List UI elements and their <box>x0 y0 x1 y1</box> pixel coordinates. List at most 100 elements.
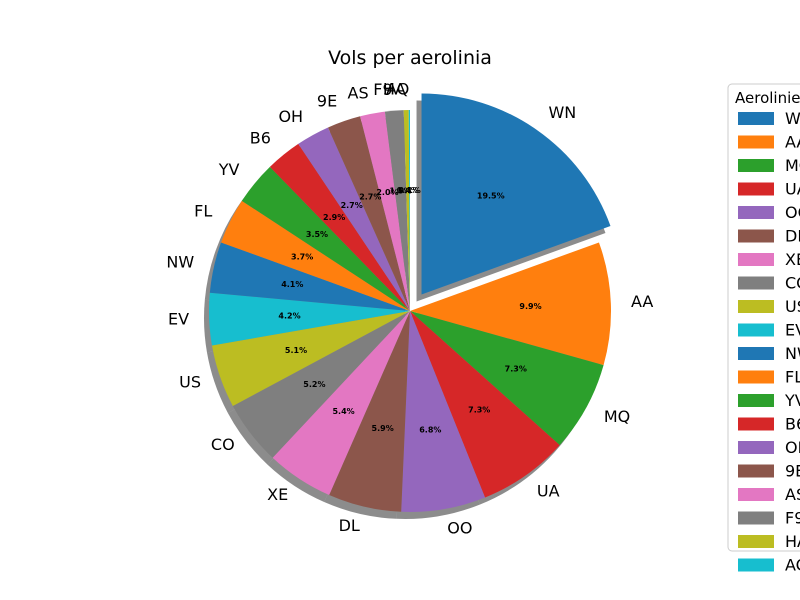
pie-slice-ev <box>209 292 410 346</box>
slice-label-xe: XE <box>267 485 288 504</box>
legend-swatch-ua <box>738 182 774 196</box>
slice-label-wn: WN <box>548 103 576 122</box>
pie-slice-b6 <box>269 143 410 311</box>
pie-slice-yv <box>241 166 410 311</box>
pie-slice-oh <box>298 127 410 311</box>
pie-slice-ha <box>403 110 410 311</box>
label-layer: WN 19.5% AA 9.9% MQ 7.3% UA 7.3% OO 6.8% DL 5.9% XE 5… <box>166 79 653 537</box>
chart-title: Vols per aerolinia <box>328 47 492 69</box>
slice-label-dl: DL <box>339 516 360 535</box>
legend-label-xe: XE <box>785 250 800 269</box>
legend-label-co: CO <box>785 274 800 293</box>
pie-slice-xe <box>272 311 410 496</box>
legend-swatch-ev <box>738 323 774 337</box>
legend-label-oo: OO <box>785 203 800 222</box>
pie-slice-f9 <box>384 110 410 311</box>
pct-label-f9: 1.5% <box>389 186 411 195</box>
pie-slice-9e <box>328 116 410 311</box>
slice-label-aq: AQ <box>386 79 409 98</box>
legend-frame <box>727 83 800 552</box>
pct-label-ev: 4.2% <box>278 311 300 320</box>
pct-label-aa: 9.9% <box>519 302 541 311</box>
legend-swatch-co <box>738 276 774 290</box>
legend-swatch-oo <box>738 206 774 219</box>
legend-label-ev: EV <box>785 321 800 340</box>
legend-swatch-ha <box>738 535 774 548</box>
legend-swatch-nw <box>738 347 774 360</box>
legend-items: WN AA MQ UA OO DL XE CO US EV NW FL YV B6 OH 9E AS F9 HA AQ <box>738 109 800 575</box>
legend-swatch-b6 <box>738 417 774 431</box>
pct-label-us: 5.1% <box>285 346 307 355</box>
pie-slice-aq <box>408 110 410 311</box>
legend-swatch-yv <box>738 394 774 407</box>
slice-label-fl: FL <box>194 202 212 221</box>
legend-swatch-aq <box>738 558 774 572</box>
pie-slice-dl <box>329 311 410 512</box>
slice-label-yv: YV <box>218 160 240 179</box>
pct-label-ha: 0.4% <box>397 186 419 195</box>
legend-label-as: AS <box>785 485 800 504</box>
legend-label-f9: F9 <box>785 509 800 528</box>
pct-label-oh: 2.7% <box>341 201 363 210</box>
slice-label-mq: MQ <box>604 407 630 426</box>
legend-label-fl: FL <box>785 368 800 387</box>
pie-slice-fl <box>221 200 410 311</box>
slice-label-us: US <box>179 373 201 392</box>
legend-label-ha: HA <box>785 532 800 551</box>
legend-label-wn: WN <box>785 109 800 128</box>
legend-label-us: US <box>785 297 800 316</box>
legend-label-dl: DL <box>785 227 800 246</box>
legend: Aerolinies WN AA MQ UA OO DL XE CO US EV NW FL YV B6 O… <box>727 83 800 575</box>
pct-label-fl: 3.7% <box>291 253 313 262</box>
legend-label-nw: NW <box>785 344 800 363</box>
legend-swatch-as <box>738 488 774 501</box>
legend-label-9e: 9E <box>785 462 800 481</box>
pct-label-yv: 3.5% <box>306 230 328 239</box>
pie-slice-as <box>360 111 410 311</box>
slice-label-ev: EV <box>168 310 189 329</box>
pie-slice-us <box>211 311 410 406</box>
legend-label-aa: AA <box>785 133 800 152</box>
legend-label-b6: B6 <box>785 415 800 434</box>
pct-label-wn: 19.5% <box>477 191 505 200</box>
pie-slice-nw <box>209 242 410 311</box>
pct-label-xe: 5.4% <box>332 407 354 416</box>
slice-label-f9: F9 <box>373 80 392 99</box>
slice-label-ua: UA <box>537 482 560 501</box>
pct-label-nw: 4.1% <box>281 280 303 289</box>
legend-swatch-mq <box>738 159 774 172</box>
legend-label-ua: UA <box>785 180 800 199</box>
legend-swatch-dl <box>738 229 774 243</box>
legend-label-aq: AQ <box>785 556 800 575</box>
legend-swatch-9e <box>738 464 774 478</box>
pie-slice-oo <box>401 311 486 512</box>
pie-slice-ua <box>410 311 560 498</box>
pct-label-9e: 2.7% <box>359 193 381 202</box>
slice-label-9e: 9E <box>317 92 337 111</box>
slice-layer <box>209 93 611 512</box>
legend-swatch-oh <box>738 441 774 454</box>
pie-slice-mq <box>410 311 604 446</box>
pct-label-oo: 6.8% <box>419 425 441 434</box>
pie-slice-aa <box>410 242 611 366</box>
legend-swatch-aa <box>738 135 774 149</box>
legend-title: Aerolinies <box>735 89 800 107</box>
legend-label-mq: MQ <box>785 156 800 175</box>
legend-label-yv: YV <box>784 391 800 410</box>
legend-label-oh: OH <box>785 438 800 457</box>
pie-slice-wn <box>421 93 611 295</box>
legend-swatch-fl <box>738 370 774 384</box>
slice-label-oo: OO <box>447 518 472 537</box>
legend-swatch-xe <box>738 253 774 266</box>
legend-swatch-us <box>738 300 774 313</box>
slice-label-nw: NW <box>166 252 194 271</box>
pct-label-ua: 7.3% <box>468 405 490 414</box>
pie-slice-co <box>232 311 410 458</box>
slice-label-co: CO <box>211 435 235 454</box>
legend-swatch-f9 <box>738 511 774 525</box>
slice-label-as: AS <box>348 83 369 102</box>
pct-label-mq: 7.3% <box>505 364 527 373</box>
legend-swatch-wn <box>738 112 774 125</box>
pct-label-aq: 0.1% <box>399 186 421 195</box>
